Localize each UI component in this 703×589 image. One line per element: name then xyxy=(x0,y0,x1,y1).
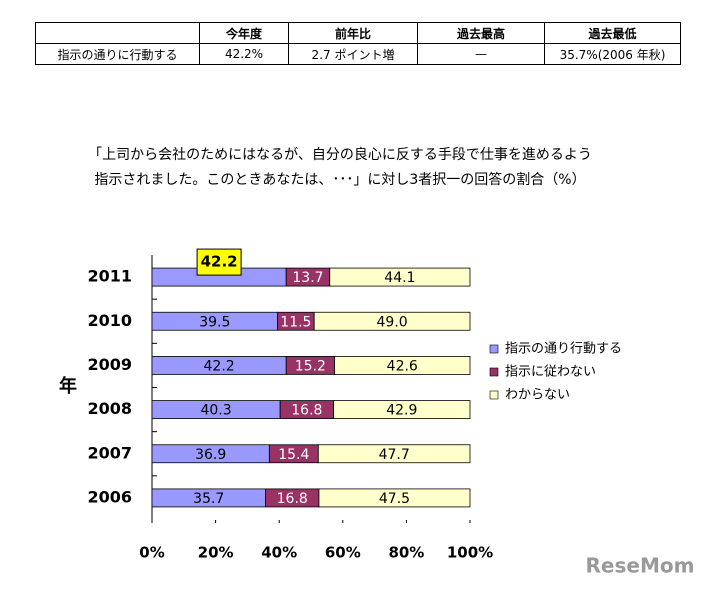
x-tick-label: 40% xyxy=(261,544,297,562)
chart-title: 「上司から会社のためにはなるが、自分の良心に反する手段で仕事を進めるよう xyxy=(88,147,592,163)
y-tick-label: 2006 xyxy=(87,487,132,506)
y-axis-label: 年 xyxy=(59,375,77,397)
x-tick-label: 0% xyxy=(139,544,164,562)
legend-label: 指示の通り行動する xyxy=(505,342,622,357)
cell: 指示の通りに行動する xyxy=(35,43,200,65)
summary-table: 今年度 前年比 過去最高 過去最低 指示の通りに行動する 42.2% 2.7 ポ… xyxy=(35,22,681,65)
y-tick-label: 2011 xyxy=(87,267,132,286)
bar-segment xyxy=(333,400,471,419)
data-label: 44.1 xyxy=(384,270,415,286)
data-label: 16.8 xyxy=(277,491,308,507)
y-tick-label: 2007 xyxy=(87,443,132,462)
data-label: 42.9 xyxy=(386,403,417,419)
data-label: 42.6 xyxy=(387,358,418,374)
bar-segment xyxy=(318,488,471,508)
data-row: 指示の通りに行動する 42.2% 2.7 ポイント増 — 35.7%(2006 … xyxy=(35,43,681,65)
header-row: 今年度 前年比 過去最高 過去最低 xyxy=(35,22,681,44)
data-label: 49.0 xyxy=(377,314,408,330)
data-label: 35.7 xyxy=(193,491,224,507)
data-label: 13.7 xyxy=(292,270,323,286)
y-tick-label: 2008 xyxy=(87,399,132,418)
data-label: 11.5 xyxy=(280,314,311,330)
data-label: 47.7 xyxy=(379,447,410,463)
legend-swatch xyxy=(489,344,499,354)
data-label: 36.9 xyxy=(195,447,226,463)
data-label: 47.5 xyxy=(379,491,410,507)
x-tick-label: 60% xyxy=(325,544,361,562)
data-label: 42.2 xyxy=(201,253,238,271)
data-label: 40.3 xyxy=(200,403,231,419)
legend-label: わからない xyxy=(505,388,570,403)
data-label: 16.8 xyxy=(291,403,322,419)
x-tick-label: 20% xyxy=(198,544,234,562)
bar-segment xyxy=(317,444,471,464)
y-tick-label: 2010 xyxy=(87,311,132,330)
legend-label: 指示に従わない xyxy=(505,365,596,380)
chart-title: 指示されました。このときあなたは、･･･」に対し3者択一の回答の割合（%） xyxy=(94,171,585,188)
legend-swatch xyxy=(489,367,499,377)
bar-segment xyxy=(313,311,471,331)
data-label: 39.5 xyxy=(199,314,230,330)
bar-segment xyxy=(329,267,471,287)
cell: 35.7%(2006 年秋) xyxy=(544,43,681,65)
data-label: 15.4 xyxy=(278,447,309,463)
watermark: ReseMom xyxy=(586,554,695,578)
cell: 2.7 ポイント増 xyxy=(288,43,418,65)
x-tick-label: 100% xyxy=(447,544,493,562)
cell: — xyxy=(417,43,545,65)
y-tick-label: 2009 xyxy=(87,355,132,374)
bar-segment xyxy=(334,356,471,375)
legend-swatch xyxy=(489,390,499,400)
cell: 42.2% xyxy=(199,43,289,65)
data-label: 42.2 xyxy=(204,358,235,374)
x-tick-label: 80% xyxy=(388,544,424,562)
highlight-box xyxy=(196,248,242,276)
header-cell: 過去最低 xyxy=(544,22,681,44)
data-label: 15.2 xyxy=(295,358,326,374)
